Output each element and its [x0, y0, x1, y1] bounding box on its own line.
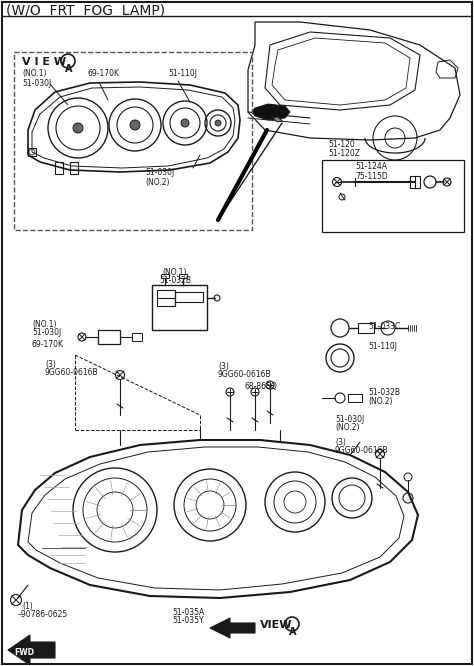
Text: 51-032B: 51-032B	[368, 388, 400, 397]
Text: A: A	[65, 64, 73, 74]
Text: 51-110J: 51-110J	[168, 69, 197, 78]
Polygon shape	[273, 117, 282, 122]
Bar	[152, 285, 207, 330]
Text: 9GG60-0616B: 9GG60-0616B	[335, 446, 389, 455]
Text: 69-170K: 69-170K	[88, 69, 120, 78]
Bar	[161, 274, 169, 278]
Text: 68-865Q: 68-865Q	[245, 382, 278, 391]
Bar	[322, 160, 464, 232]
Text: 51-035Y: 51-035Y	[172, 616, 204, 625]
Text: 51-033C: 51-033C	[368, 322, 400, 331]
Text: (3): (3)	[45, 360, 56, 369]
Text: 51-110J: 51-110J	[368, 342, 397, 351]
Text: –90786-0625: –90786-0625	[18, 610, 68, 619]
Text: FWD: FWD	[14, 648, 34, 657]
Text: 51-030J: 51-030J	[32, 328, 61, 337]
Text: 51-030J
(NO.2): 51-030J (NO.2)	[146, 168, 174, 187]
Polygon shape	[252, 104, 290, 120]
Text: (3): (3)	[335, 438, 346, 447]
Text: VIEW: VIEW	[260, 620, 292, 630]
Bar	[175, 292, 203, 302]
Text: 51-035A: 51-035A	[172, 608, 204, 617]
Text: (1): (1)	[22, 602, 33, 611]
Text: (NO.1)
51-030J: (NO.1) 51-030J	[22, 69, 51, 89]
Circle shape	[130, 120, 140, 130]
Circle shape	[181, 119, 189, 127]
Text: 75-115D: 75-115D	[355, 172, 388, 181]
Text: 51-030J: 51-030J	[335, 415, 364, 424]
Text: 51-120Z: 51-120Z	[328, 149, 360, 158]
Text: 9GG60-0616B: 9GG60-0616B	[45, 368, 99, 377]
Text: 9GG60-0616B: 9GG60-0616B	[218, 370, 272, 379]
Bar	[410, 176, 420, 188]
Bar	[70, 162, 78, 174]
Circle shape	[215, 120, 221, 126]
Circle shape	[73, 123, 83, 133]
Bar	[14, 52, 252, 230]
Bar	[179, 274, 187, 278]
Text: (NO.1): (NO.1)	[163, 268, 187, 277]
Bar	[28, 148, 36, 156]
Bar	[98, 330, 120, 344]
Text: 69-170K: 69-170K	[32, 340, 64, 349]
Bar	[358, 323, 374, 333]
Polygon shape	[8, 635, 55, 665]
Text: A: A	[289, 627, 297, 637]
Text: 51-120: 51-120	[328, 140, 355, 149]
Text: (W/O  FRT  FOG  LAMP): (W/O FRT FOG LAMP)	[6, 3, 165, 17]
Bar	[55, 162, 63, 174]
Text: (NO.2): (NO.2)	[335, 423, 359, 432]
Text: 51-032B: 51-032B	[159, 276, 191, 285]
Text: (3): (3)	[218, 362, 229, 371]
Text: 51-124A: 51-124A	[355, 162, 387, 171]
Bar	[132, 333, 142, 341]
Polygon shape	[210, 618, 255, 638]
Text: V I E W: V I E W	[22, 57, 66, 67]
Text: (NO.1): (NO.1)	[32, 320, 56, 329]
Bar	[348, 394, 362, 402]
Bar	[157, 290, 175, 306]
Text: (NO.2): (NO.2)	[368, 397, 392, 406]
